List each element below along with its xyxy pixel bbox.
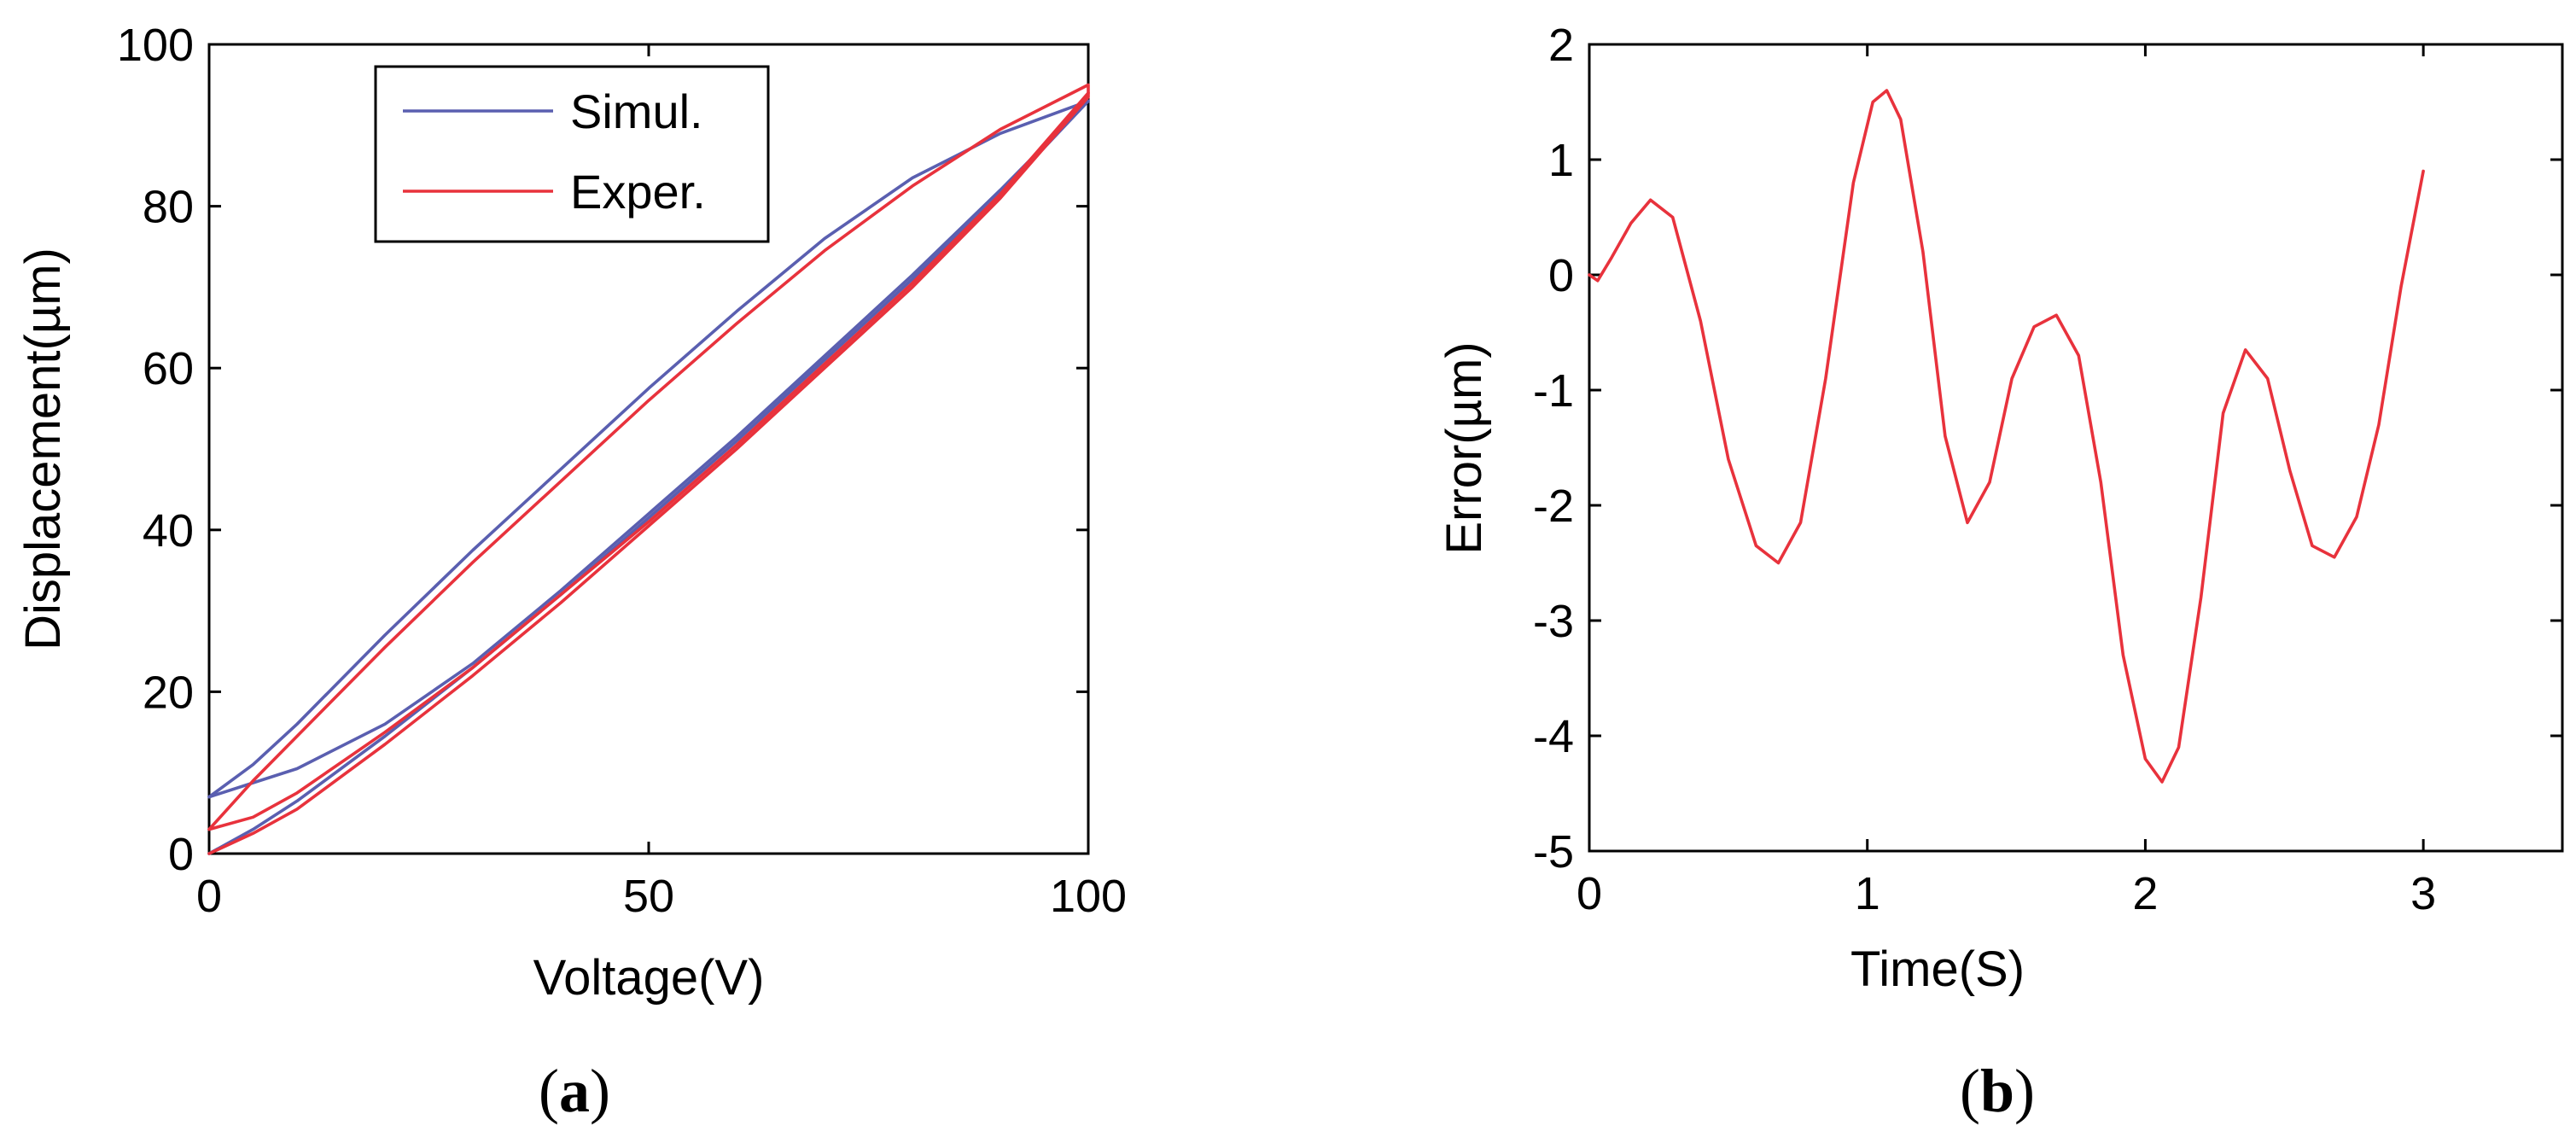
- panel-a-x-axis-label: Voltage(V): [533, 950, 765, 1006]
- panel-a-y-tick-label: 60: [143, 343, 194, 394]
- panel-b-y-tick-label: -3: [1533, 596, 1574, 647]
- panel-a-y-tick-label: 40: [143, 505, 194, 557]
- legend-label-exper: Exper.: [570, 165, 706, 219]
- panel-a-x-tick-label: 50: [623, 871, 674, 922]
- panel-b-series-0-line: [1588, 89, 2425, 784]
- panel-a-caption-label: (a): [539, 1057, 610, 1125]
- panel-a-x-tick-label: 0: [196, 871, 222, 922]
- panel-a-x-tick-label: 100: [1050, 871, 1127, 922]
- panel-a-y-tick-label: 80: [143, 182, 194, 233]
- panel-a-series-exper-loop-1: [207, 91, 1090, 831]
- legend-label-simul: Simul.: [570, 85, 703, 138]
- panel-b-y-axis-label: Error(µm): [1437, 341, 1492, 554]
- panel-a-legend: Simul. Exper.: [374, 65, 770, 243]
- panel-a-series-simul-loop-1: [207, 99, 1090, 799]
- panel-b-y-tick-label: -2: [1533, 481, 1574, 532]
- panel-b-y-tick-label: -4: [1533, 711, 1574, 762]
- panel-b-x-tick-label: 0: [1576, 868, 1602, 919]
- panel-a-series: [207, 83, 1090, 855]
- panel-a-ticks: 0 50 100 0 20 40 60 80 100: [117, 20, 1127, 922]
- panel-b-x-tick-label: 1: [1855, 868, 1880, 919]
- panel-b-y-tick-label: 0: [1548, 250, 1574, 301]
- panel-a-series-exper-loop-0: [207, 83, 1090, 855]
- panel-b-chart: 0 1 2 3 2 1 0 -1 -2 -3 -4 -5 Time(S) Error(µm) (b): [1437, 20, 2564, 1125]
- panel-b-y-tick-label: -5: [1533, 826, 1574, 878]
- panel-b-y-tick-label: -1: [1533, 365, 1574, 417]
- panel-a-y-tick-label: 100: [117, 20, 194, 71]
- panel-b-y-tick-label: 2: [1548, 20, 1574, 71]
- panel-b-caption-label: (b): [1960, 1057, 2035, 1125]
- panel-b-ticks: 0 1 2 3 2 1 0 -1 -2 -3 -4 -5: [1533, 20, 2562, 919]
- panel-b-x-tick-label: 3: [2410, 868, 2436, 919]
- panel-a-chart: 0 50 100 0 20 40 60 80 100 Simul. Exper. Voltage…: [15, 20, 1127, 1125]
- legend-box: [374, 65, 770, 243]
- panel-a-y-tick-label: 20: [143, 667, 194, 718]
- panel-b-x-axis-label: Time(S): [1850, 942, 2025, 997]
- panel-b-y-tick-label: 1: [1548, 135, 1574, 186]
- panel-b-axes-frame: [1588, 43, 2564, 853]
- panel-b-series: [1588, 89, 2425, 784]
- panel-b-x-tick-label: 2: [2132, 868, 2158, 919]
- panel-a-y-axis-label: Displacement(µm): [15, 248, 71, 650]
- panel-a-y-tick-label: 0: [168, 829, 194, 880]
